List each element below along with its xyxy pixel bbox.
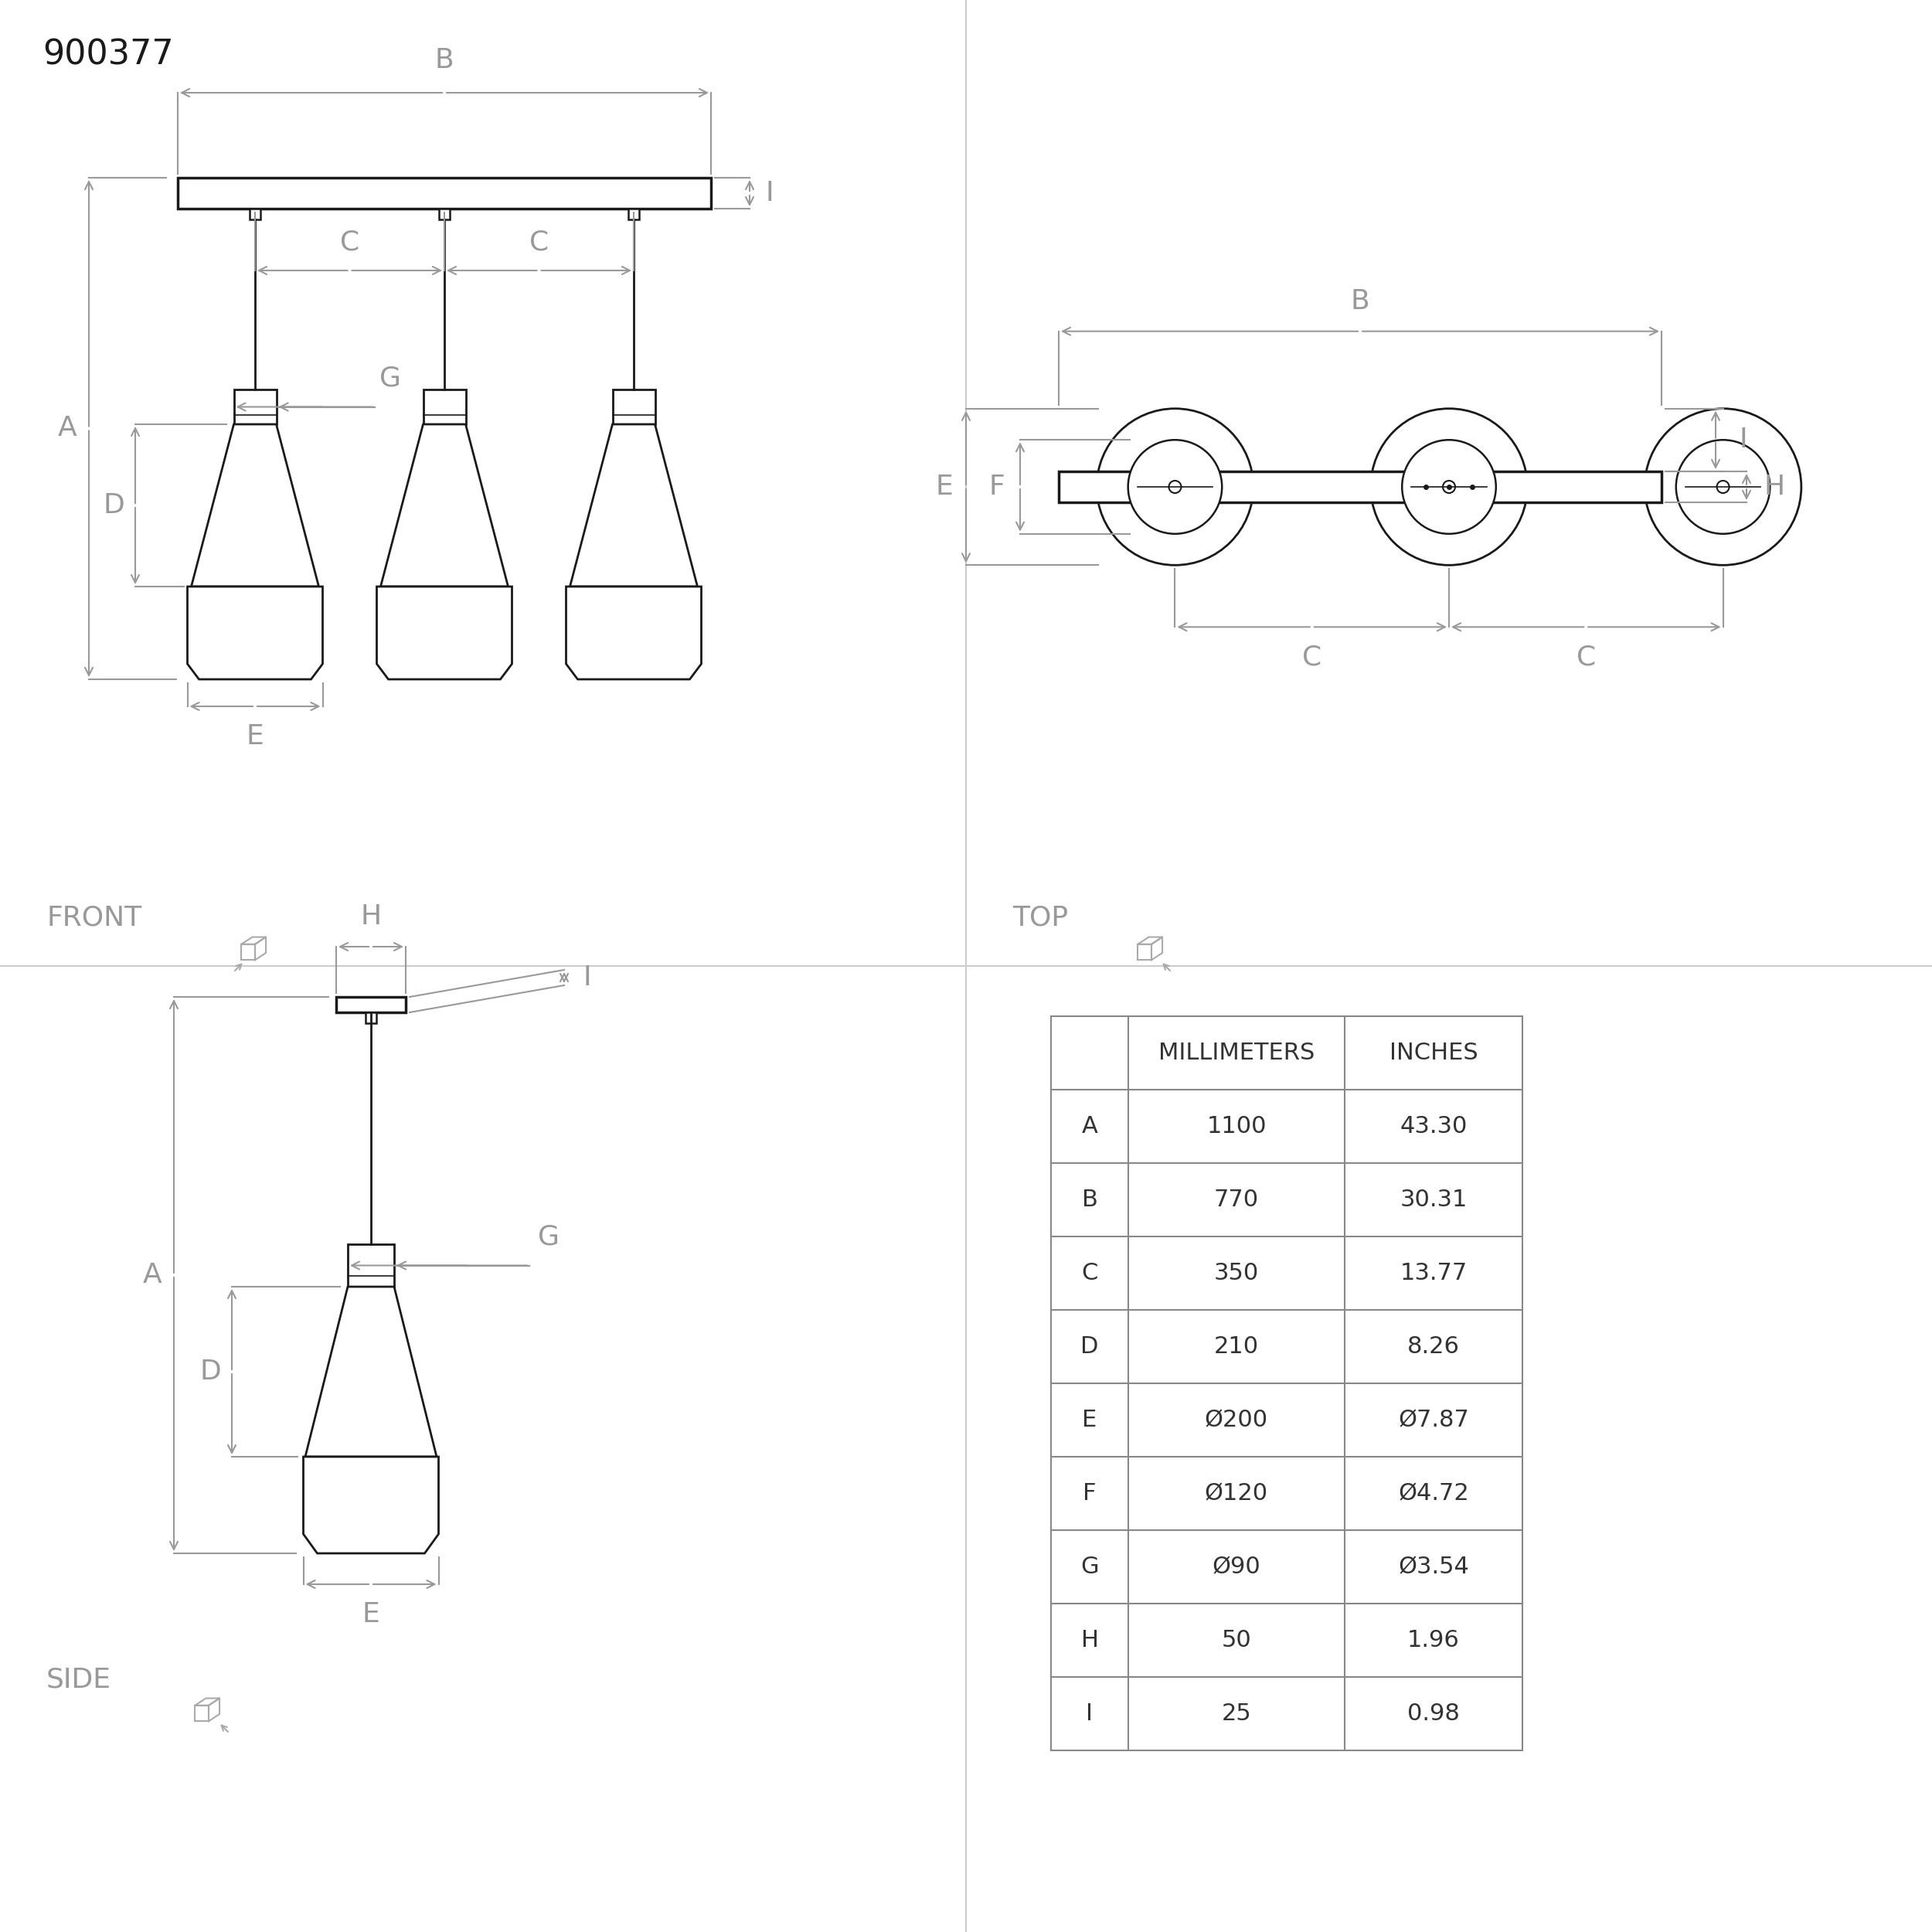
Text: D: D bbox=[102, 493, 124, 518]
Text: TOP: TOP bbox=[1012, 904, 1068, 931]
Text: 900377: 900377 bbox=[43, 39, 174, 71]
Text: A: A bbox=[143, 1262, 162, 1289]
Text: Ø90: Ø90 bbox=[1211, 1555, 1262, 1578]
Text: 0.98: 0.98 bbox=[1406, 1702, 1461, 1725]
Text: 43.30: 43.30 bbox=[1401, 1115, 1466, 1138]
Polygon shape bbox=[348, 1244, 394, 1287]
Text: 30.31: 30.31 bbox=[1401, 1188, 1466, 1211]
Circle shape bbox=[1169, 481, 1180, 493]
Polygon shape bbox=[612, 390, 655, 425]
Circle shape bbox=[1644, 408, 1801, 566]
Text: B: B bbox=[435, 46, 454, 73]
Polygon shape bbox=[305, 1287, 437, 1457]
Text: I: I bbox=[583, 964, 591, 991]
Text: FRONT: FRONT bbox=[46, 904, 141, 931]
Circle shape bbox=[1403, 440, 1495, 533]
Text: I: I bbox=[1086, 1702, 1094, 1725]
Text: G: G bbox=[1080, 1555, 1099, 1578]
Text: Ø4.72: Ø4.72 bbox=[1399, 1482, 1468, 1505]
Text: G: G bbox=[537, 1223, 560, 1250]
Polygon shape bbox=[234, 390, 276, 425]
Text: SIDE: SIDE bbox=[46, 1665, 112, 1692]
Circle shape bbox=[1443, 481, 1455, 493]
Text: I: I bbox=[765, 180, 773, 207]
Polygon shape bbox=[628, 209, 639, 220]
Text: A: A bbox=[1082, 1115, 1097, 1138]
Polygon shape bbox=[423, 390, 466, 425]
Text: 350: 350 bbox=[1213, 1262, 1260, 1285]
Text: D: D bbox=[199, 1358, 220, 1385]
Polygon shape bbox=[365, 1012, 377, 1024]
Text: F: F bbox=[1082, 1482, 1097, 1505]
Text: INCHES: INCHES bbox=[1389, 1041, 1478, 1065]
Text: C: C bbox=[529, 228, 549, 255]
Text: 25: 25 bbox=[1221, 1702, 1252, 1725]
Circle shape bbox=[1128, 440, 1221, 533]
Text: B: B bbox=[1350, 288, 1370, 315]
Text: 8.26: 8.26 bbox=[1406, 1335, 1461, 1358]
Text: Ø200: Ø200 bbox=[1206, 1408, 1267, 1432]
Text: 50: 50 bbox=[1221, 1629, 1252, 1652]
Circle shape bbox=[1370, 408, 1528, 566]
Text: C: C bbox=[340, 228, 359, 255]
Text: C: C bbox=[1082, 1262, 1097, 1285]
Polygon shape bbox=[191, 425, 319, 587]
Text: G: G bbox=[379, 365, 402, 392]
Text: MILLIMETERS: MILLIMETERS bbox=[1159, 1041, 1314, 1065]
Text: H: H bbox=[1764, 473, 1785, 500]
Polygon shape bbox=[1059, 471, 1662, 502]
Text: A: A bbox=[58, 415, 77, 442]
Text: E: E bbox=[361, 1602, 381, 1627]
Circle shape bbox=[1677, 440, 1770, 533]
Polygon shape bbox=[249, 209, 261, 220]
Text: I: I bbox=[1739, 427, 1747, 454]
Polygon shape bbox=[336, 997, 406, 1012]
Text: H: H bbox=[361, 904, 381, 929]
Text: 13.77: 13.77 bbox=[1401, 1262, 1466, 1285]
Polygon shape bbox=[178, 178, 711, 209]
Text: C: C bbox=[1302, 643, 1321, 670]
Text: 1.96: 1.96 bbox=[1406, 1629, 1461, 1652]
Text: E: E bbox=[245, 723, 265, 750]
Polygon shape bbox=[570, 425, 697, 587]
Polygon shape bbox=[439, 209, 450, 220]
Text: Ø120: Ø120 bbox=[1206, 1482, 1267, 1505]
Text: H: H bbox=[1080, 1629, 1099, 1652]
Text: B: B bbox=[1082, 1188, 1097, 1211]
Text: F: F bbox=[989, 473, 1005, 500]
Polygon shape bbox=[381, 425, 508, 587]
Text: 1100: 1100 bbox=[1206, 1115, 1267, 1138]
Text: Ø3.54: Ø3.54 bbox=[1399, 1555, 1468, 1578]
Text: D: D bbox=[1080, 1335, 1099, 1358]
Polygon shape bbox=[566, 587, 701, 680]
Text: E: E bbox=[1082, 1408, 1097, 1432]
Text: 770: 770 bbox=[1213, 1188, 1260, 1211]
Text: 210: 210 bbox=[1213, 1335, 1260, 1358]
Polygon shape bbox=[377, 587, 512, 680]
Circle shape bbox=[1718, 481, 1729, 493]
Text: C: C bbox=[1577, 643, 1596, 670]
Polygon shape bbox=[303, 1457, 439, 1553]
Circle shape bbox=[1097, 408, 1254, 566]
Text: E: E bbox=[935, 473, 952, 500]
Polygon shape bbox=[187, 587, 323, 680]
Text: Ø7.87: Ø7.87 bbox=[1399, 1408, 1468, 1432]
